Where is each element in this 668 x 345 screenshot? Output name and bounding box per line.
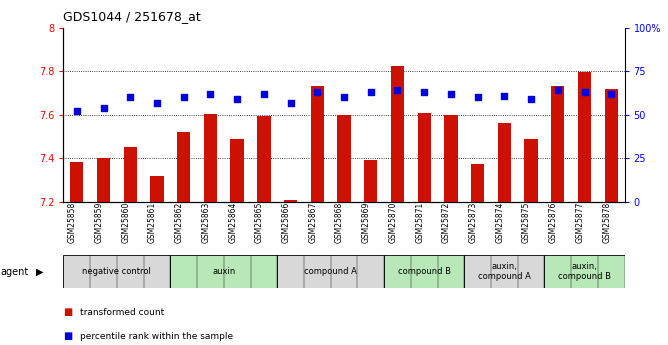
Point bbox=[552, 88, 563, 93]
Text: GSM25865: GSM25865 bbox=[255, 202, 264, 243]
Bar bbox=[337, 115, 351, 202]
Point bbox=[606, 91, 617, 97]
Text: GSM25872: GSM25872 bbox=[442, 202, 451, 243]
Point bbox=[339, 95, 349, 100]
Point bbox=[446, 91, 456, 97]
Text: GSM25867: GSM25867 bbox=[309, 202, 317, 243]
Bar bbox=[364, 160, 377, 202]
Text: ▶: ▶ bbox=[36, 267, 43, 277]
Bar bbox=[170, 255, 277, 288]
Text: GSM25874: GSM25874 bbox=[496, 202, 504, 243]
Point bbox=[312, 89, 323, 95]
Point bbox=[472, 95, 483, 100]
Bar bbox=[70, 161, 84, 202]
Text: GSM25871: GSM25871 bbox=[415, 202, 424, 243]
Text: GSM25876: GSM25876 bbox=[549, 202, 558, 243]
Text: GSM25862: GSM25862 bbox=[175, 202, 184, 243]
Text: auxin: auxin bbox=[212, 267, 235, 276]
Point bbox=[178, 95, 189, 100]
Bar bbox=[391, 66, 404, 202]
Text: GSM25869: GSM25869 bbox=[362, 202, 371, 243]
Bar bbox=[464, 255, 544, 288]
Text: GSM25864: GSM25864 bbox=[228, 202, 237, 243]
Text: GSM25866: GSM25866 bbox=[282, 202, 291, 243]
Text: GSM25859: GSM25859 bbox=[95, 202, 104, 243]
Text: ■: ■ bbox=[63, 332, 73, 341]
Bar bbox=[177, 132, 190, 202]
Bar bbox=[471, 164, 484, 202]
Point bbox=[205, 91, 216, 97]
Bar bbox=[277, 255, 384, 288]
Text: agent: agent bbox=[0, 267, 28, 277]
Bar bbox=[284, 200, 297, 202]
Point bbox=[285, 100, 296, 105]
Text: auxin,
compound B: auxin, compound B bbox=[558, 262, 611, 282]
Text: auxin,
compound A: auxin, compound A bbox=[478, 262, 531, 282]
Text: percentile rank within the sample: percentile rank within the sample bbox=[80, 332, 233, 341]
Point bbox=[125, 95, 136, 100]
Text: GSM25878: GSM25878 bbox=[603, 202, 611, 243]
Bar bbox=[551, 86, 564, 202]
Bar bbox=[124, 147, 137, 202]
Text: negative control: negative control bbox=[82, 267, 152, 276]
Point bbox=[579, 89, 590, 95]
Bar bbox=[150, 176, 164, 202]
Bar bbox=[384, 255, 464, 288]
Bar bbox=[204, 114, 217, 202]
Point bbox=[392, 88, 403, 93]
Bar bbox=[444, 115, 458, 202]
Bar bbox=[498, 124, 511, 202]
Text: transformed count: transformed count bbox=[80, 308, 164, 317]
Text: compound A: compound A bbox=[304, 267, 357, 276]
Point bbox=[152, 100, 162, 105]
Bar bbox=[524, 139, 538, 202]
Point bbox=[526, 96, 536, 102]
Point bbox=[365, 89, 376, 95]
Point bbox=[259, 91, 269, 97]
Bar bbox=[63, 255, 170, 288]
Text: GSM25877: GSM25877 bbox=[576, 202, 584, 243]
Bar bbox=[230, 139, 244, 202]
Bar bbox=[544, 255, 625, 288]
Bar bbox=[578, 72, 591, 202]
Text: ■: ■ bbox=[63, 307, 73, 317]
Text: GDS1044 / 251678_at: GDS1044 / 251678_at bbox=[63, 10, 201, 23]
Text: GSM25873: GSM25873 bbox=[469, 202, 478, 243]
Text: GSM25875: GSM25875 bbox=[522, 202, 531, 243]
Text: GSM25870: GSM25870 bbox=[389, 202, 397, 243]
Text: GSM25861: GSM25861 bbox=[148, 202, 157, 243]
Point bbox=[419, 89, 430, 95]
Text: GSM25868: GSM25868 bbox=[335, 202, 344, 243]
Point bbox=[71, 108, 82, 114]
Bar bbox=[418, 112, 431, 202]
Bar bbox=[97, 158, 110, 202]
Text: GSM25860: GSM25860 bbox=[122, 202, 130, 243]
Point bbox=[232, 96, 242, 102]
Text: GSM25858: GSM25858 bbox=[68, 202, 77, 243]
Bar bbox=[605, 89, 618, 202]
Point bbox=[98, 105, 109, 110]
Bar bbox=[311, 86, 324, 202]
Text: GSM25863: GSM25863 bbox=[202, 202, 210, 243]
Bar bbox=[257, 116, 271, 202]
Text: compound B: compound B bbox=[397, 267, 451, 276]
Point bbox=[499, 93, 510, 98]
